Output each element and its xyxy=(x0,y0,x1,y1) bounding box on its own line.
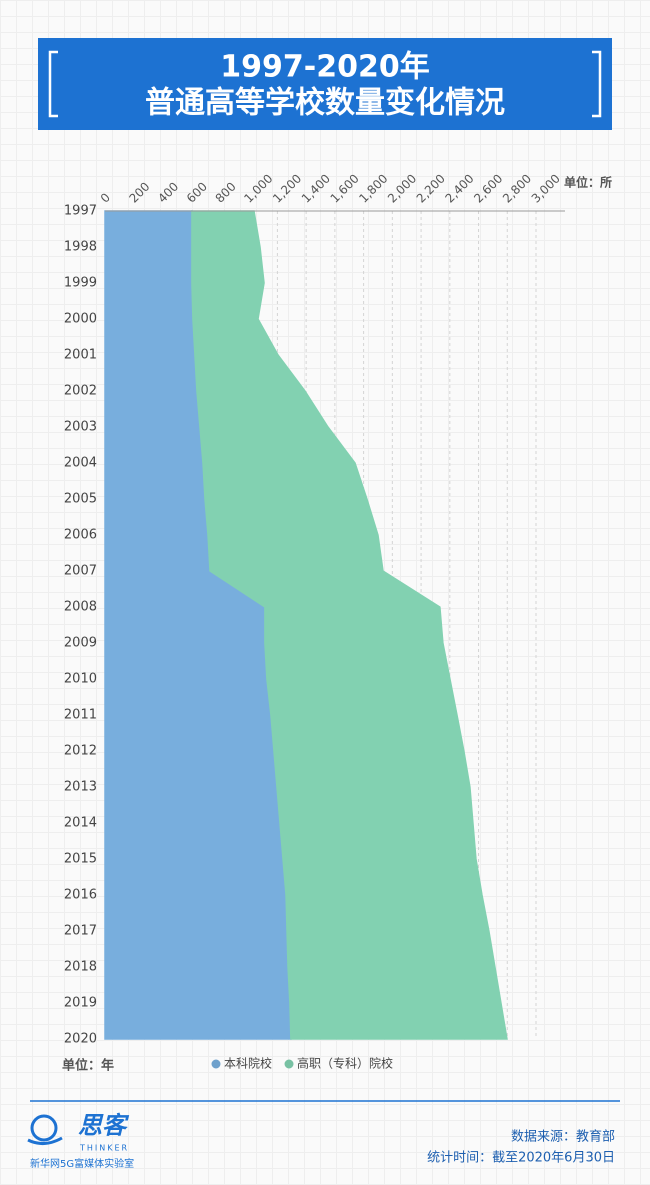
legend-marker xyxy=(284,1059,294,1069)
x-tick-label: 2,200 xyxy=(414,171,448,205)
logo-en: THINKER xyxy=(79,1144,129,1153)
y-tick-label: 2000 xyxy=(64,312,97,327)
chart-title: 1997-2020年 xyxy=(220,50,429,85)
x-tick-label: 2,600 xyxy=(471,171,505,205)
y-tick-label: 2013 xyxy=(64,780,97,795)
legend-label: 本科院校 xyxy=(224,1056,272,1071)
x-tick-label: 1,800 xyxy=(356,171,390,205)
x-tick-label: 600 xyxy=(184,179,210,205)
x-tick-label: 0 xyxy=(98,190,113,205)
area xyxy=(191,210,508,1040)
y-tick-label: 2010 xyxy=(64,672,97,687)
x-tick-label: 200 xyxy=(126,179,152,205)
y-tick-label: 2009 xyxy=(64,636,97,651)
y-tick-label: 2015 xyxy=(64,852,97,867)
y-tick-label: 1997 xyxy=(64,204,97,219)
chart-subtitle: 普通高等学校数量变化情况 xyxy=(145,86,505,121)
source: 数据来源：教育部 xyxy=(511,1129,615,1145)
y-tick-label: 2007 xyxy=(64,564,97,579)
brand: 新华网5G富媒体实验室 xyxy=(30,1157,134,1170)
y-unit: 单位：年 xyxy=(62,1058,114,1074)
y-tick-label: 2017 xyxy=(64,924,97,939)
stat-time: 统计时间：截至2020年6月30日 xyxy=(427,1151,615,1166)
y-tick-label: 1998 xyxy=(64,240,97,255)
x-tick-label: 400 xyxy=(155,179,181,205)
x-unit: 单位：所 xyxy=(564,175,612,190)
y-tick-label: 2001 xyxy=(64,348,97,363)
y-tick-label: 2016 xyxy=(64,888,97,903)
y-tick-label: 2006 xyxy=(64,528,97,543)
x-tick-label: 1,000 xyxy=(241,171,275,205)
y-tick-label: 2019 xyxy=(64,996,97,1011)
logo-text: 思客 xyxy=(78,1113,130,1140)
y-tick-label: 2008 xyxy=(64,600,97,615)
x-tick-label: 2,400 xyxy=(442,171,476,205)
y-tick-label: 1999 xyxy=(64,276,97,291)
x-tick-label: 1,600 xyxy=(328,171,362,205)
y-tick-label: 2011 xyxy=(64,708,97,723)
title-box xyxy=(38,38,612,130)
x-tick-label: 2,800 xyxy=(500,171,534,205)
y-tick-label: 2018 xyxy=(64,960,97,975)
x-tick-label: 800 xyxy=(213,179,239,205)
y-tick-label: 2003 xyxy=(64,420,97,435)
y-tick-label: 2005 xyxy=(64,492,97,507)
title-brackets xyxy=(48,50,602,118)
y-tick-label: 2002 xyxy=(64,384,97,399)
legend-marker xyxy=(211,1059,221,1069)
x-tick-label: 1,400 xyxy=(299,171,333,205)
x-tick-label: 1,200 xyxy=(270,171,304,205)
x-tick-label: 2,000 xyxy=(385,171,419,205)
legend-label: 高职（专科）院校 xyxy=(297,1056,393,1071)
x-tick-label: 3,000 xyxy=(529,171,563,205)
y-tick-label: 2014 xyxy=(64,816,97,831)
logo-mark xyxy=(27,1114,63,1145)
y-tick-label: 2004 xyxy=(64,456,97,471)
y-tick-label: 2020 xyxy=(64,1032,97,1047)
y-tick-label: 2012 xyxy=(64,744,97,759)
